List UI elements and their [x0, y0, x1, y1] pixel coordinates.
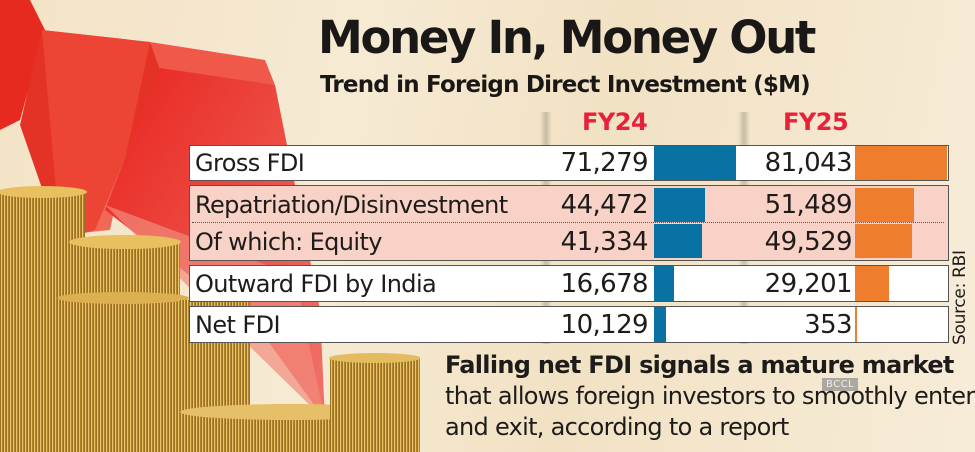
fy25-column-header: FY25 — [783, 108, 849, 136]
fy25-value: 81,043 — [764, 148, 853, 178]
annotation-note: Falling net FDI signals a mature market … — [445, 350, 975, 443]
note-headline: Falling net FDI signals a mature market — [445, 351, 954, 379]
fy25-value: 353 — [804, 309, 852, 340]
fy25-value: 51,489 — [764, 189, 853, 220]
row-label: Repatriation/Disinvestment — [195, 190, 508, 219]
chart-title: Money In, Money Out — [318, 11, 816, 64]
fy24-bar — [654, 188, 705, 222]
fy25-bar — [855, 307, 857, 342]
table-row-repatriation: Repatriation/Disinvestment 44,472 51,489 — [190, 186, 948, 223]
table-row-outward-fdi: Outward FDI by India 16,678 29,201 — [189, 265, 949, 302]
table-row-equity: Of which: Equity 41,334 49,529 — [190, 223, 948, 260]
row-divider-dotted — [192, 222, 944, 223]
fy24-column-header: FY24 — [582, 108, 648, 136]
fy25-bar — [855, 146, 947, 180]
fy25-value: 29,201 — [764, 268, 853, 299]
table-row-net-fdi: Net FDI 10,129 353 — [189, 306, 949, 343]
note-body: that allows foreign investors to smoothl… — [445, 382, 975, 441]
row-label: Net FDI — [195, 310, 281, 339]
source-label: Source: RBI — [950, 250, 970, 345]
row-label: Gross FDI — [195, 149, 305, 177]
fy24-bar — [654, 266, 674, 301]
fy24-value: 10,129 — [560, 309, 649, 340]
table-group-repatriation: Repatriation/Disinvestment 44,472 51,489… — [189, 185, 949, 261]
fy24-bar — [654, 307, 666, 342]
fy24-value: 41,334 — [560, 226, 649, 257]
fy25-bar — [855, 188, 914, 222]
watermark: BCCL — [822, 378, 859, 391]
fy24-bar — [654, 146, 736, 180]
fy24-value: 44,472 — [560, 189, 649, 220]
fy25-bar — [855, 224, 912, 258]
fy25-value: 49,529 — [764, 226, 853, 257]
table-row-gross-fdi: Gross FDI 71,279 81,043 — [189, 145, 949, 181]
row-label: Outward FDI by India — [195, 269, 437, 298]
fy25-bar — [855, 266, 889, 301]
fy24-value: 71,279 — [560, 148, 649, 178]
row-label: Of which: Equity — [195, 227, 382, 256]
chart-subtitle: Trend in Foreign Direct Investment ($M) — [320, 72, 811, 98]
fy24-bar — [654, 224, 702, 258]
fy24-value: 16,678 — [560, 268, 649, 299]
